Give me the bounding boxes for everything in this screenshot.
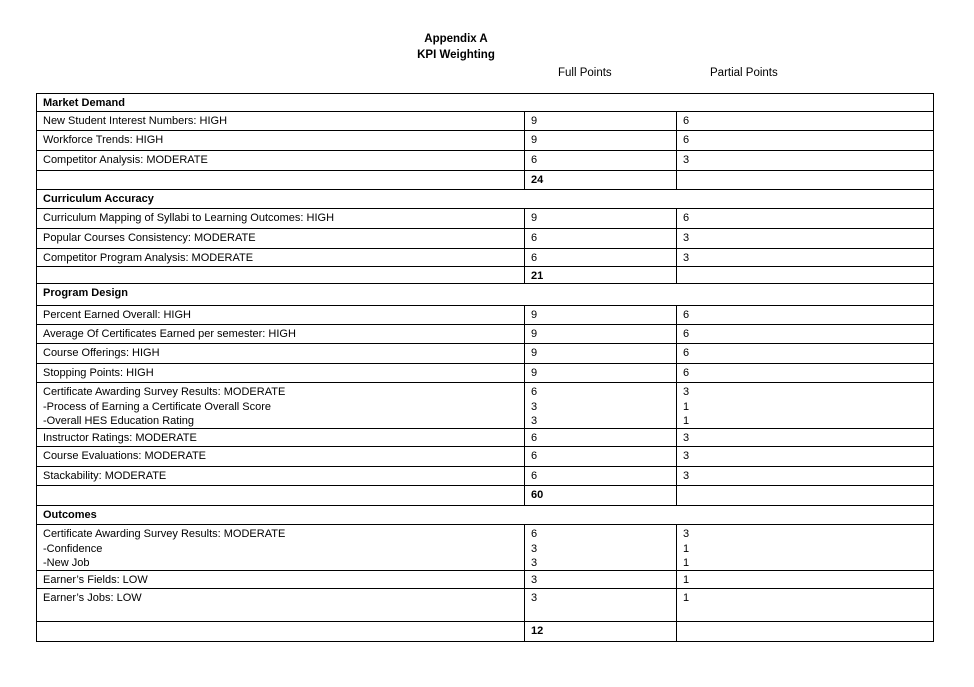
full-points-value: 6 3 3 bbox=[524, 524, 677, 572]
kpi-label: Popular Courses Consistency: MODERATE bbox=[36, 228, 525, 249]
full-points-value: 6 bbox=[524, 466, 677, 487]
partial-points-value: 3 bbox=[675, 446, 935, 468]
subtotal-row: 21 bbox=[36, 265, 935, 285]
table-row: Popular Courses Consistency: MODERATE 6 … bbox=[36, 228, 935, 249]
table-row: Earner’s Jobs: LOW 3 1 bbox=[36, 588, 935, 623]
kpi-label: Competitor Program Analysis: MODERATE bbox=[36, 248, 525, 267]
partial-points-value: 6 bbox=[675, 363, 935, 384]
empty-cell bbox=[36, 485, 525, 507]
table-row: Average Of Certificates Earned per semes… bbox=[36, 324, 935, 345]
partial-points-value: 6 bbox=[675, 324, 935, 345]
section-title: Market Demand bbox=[35, 93, 935, 112]
subtotal-value: 24 bbox=[524, 170, 677, 190]
kpi-label: Earner’s Jobs: LOW bbox=[36, 588, 525, 623]
section-title: Program Design bbox=[35, 283, 935, 307]
full-points-value: 6 bbox=[524, 446, 677, 468]
subtotal-value: 21 bbox=[524, 265, 677, 285]
kpi-weighting-table: Market Demand New Student Interest Numbe… bbox=[35, 93, 935, 643]
kpi-label: Instructor Ratings: MODERATE bbox=[36, 428, 525, 448]
partial-points-value: 6 bbox=[675, 208, 935, 229]
section-header-row: Market Demand bbox=[35, 93, 935, 112]
empty-cell bbox=[675, 485, 935, 507]
empty-cell bbox=[36, 170, 525, 190]
partial-points-value: 3 1 1 bbox=[675, 524, 935, 572]
full-points-value: 6 bbox=[524, 248, 677, 267]
kpi-label: Course Evaluations: MODERATE bbox=[36, 446, 525, 468]
table-row: Stackability: MODERATE 6 3 bbox=[36, 466, 935, 487]
table-row: New Student Interest Numbers: HIGH 9 6 bbox=[36, 111, 935, 131]
table-row: Stopping Points: HIGH 9 6 bbox=[36, 363, 935, 384]
table-row: Earner’s Fields: LOW 3 1 bbox=[36, 570, 935, 590]
full-points-value: 9 bbox=[524, 343, 677, 365]
partial-points-value: 6 bbox=[675, 130, 935, 151]
kpi-label: Average Of Certificates Earned per semes… bbox=[36, 324, 525, 345]
kpi-label: Course Offerings: HIGH bbox=[36, 343, 525, 365]
partial-points-value: 6 bbox=[675, 111, 935, 131]
partial-points-value: 3 1 1 bbox=[675, 382, 935, 430]
kpi-label: Percent Earned Overall: HIGH bbox=[36, 305, 525, 326]
kpi-label: Stackability: MODERATE bbox=[36, 466, 525, 487]
kpi-label: Certificate Awarding Survey Results: MOD… bbox=[36, 524, 525, 572]
table-row: Competitor Analysis: MODERATE 6 3 bbox=[36, 150, 935, 171]
table-row: Course Evaluations: MODERATE 6 3 bbox=[36, 446, 935, 468]
empty-cell bbox=[675, 170, 935, 190]
table-row-multiline: Certificate Awarding Survey Results: MOD… bbox=[36, 524, 935, 572]
kpi-label: Competitor Analysis: MODERATE bbox=[36, 150, 525, 171]
partial-points-value: 3 bbox=[675, 466, 935, 487]
section-title: Outcomes bbox=[35, 505, 935, 526]
column-header-full-points: Full Points bbox=[558, 67, 612, 79]
table-row: Competitor Program Analysis: MODERATE 6 … bbox=[36, 248, 935, 267]
full-points-value: 9 bbox=[524, 208, 677, 229]
full-points-value: 3 bbox=[524, 588, 677, 623]
full-points-value: 3 bbox=[524, 570, 677, 590]
empty-cell bbox=[36, 265, 525, 285]
section-header-row: Outcomes bbox=[35, 505, 935, 526]
subtotal-value: 60 bbox=[524, 485, 677, 507]
kpi-label: Earner’s Fields: LOW bbox=[36, 570, 525, 590]
partial-points-value: 6 bbox=[675, 343, 935, 365]
kpi-label: Certificate Awarding Survey Results: MOD… bbox=[36, 382, 525, 430]
empty-cell bbox=[675, 621, 935, 643]
empty-cell bbox=[36, 621, 525, 643]
partial-points-value: 6 bbox=[675, 305, 935, 326]
full-points-value: 9 bbox=[524, 363, 677, 384]
partial-points-value: 3 bbox=[675, 248, 935, 267]
table-row: Curriculum Mapping of Syllabi to Learnin… bbox=[36, 208, 935, 229]
partial-points-value: 1 bbox=[675, 588, 935, 623]
partial-points-value: 3 bbox=[675, 150, 935, 171]
kpi-label: Stopping Points: HIGH bbox=[36, 363, 525, 384]
table-row: Instructor Ratings: MODERATE 6 3 bbox=[36, 428, 935, 448]
partial-points-value: 3 bbox=[675, 428, 935, 448]
full-points-value: 9 bbox=[524, 305, 677, 326]
kpi-label: Workforce Trends: HIGH bbox=[36, 130, 525, 151]
subtotal-row: 60 bbox=[36, 485, 935, 507]
subtotal-value: 12 bbox=[524, 621, 677, 643]
page-title: Appendix A bbox=[424, 33, 488, 45]
section-title: Curriculum Accuracy bbox=[35, 189, 935, 209]
full-points-value: 6 bbox=[524, 150, 677, 171]
subtotal-row: 24 bbox=[36, 170, 935, 190]
column-header-partial-points: Partial Points bbox=[710, 67, 778, 79]
empty-cell bbox=[675, 265, 935, 285]
kpi-label: New Student Interest Numbers: HIGH bbox=[36, 111, 525, 131]
table-row-multiline: Certificate Awarding Survey Results: MOD… bbox=[36, 382, 935, 430]
partial-points-value: 3 bbox=[675, 228, 935, 249]
partial-points-value: 1 bbox=[675, 570, 935, 590]
kpi-label: Curriculum Mapping of Syllabi to Learnin… bbox=[36, 208, 525, 229]
full-points-value: 6 3 3 bbox=[524, 382, 677, 430]
full-points-value: 6 bbox=[524, 428, 677, 448]
subtotal-row: 12 bbox=[36, 621, 935, 643]
table-row: Course Offerings: HIGH 9 6 bbox=[36, 343, 935, 365]
full-points-value: 9 bbox=[524, 111, 677, 131]
table-row: Percent Earned Overall: HIGH 9 6 bbox=[36, 305, 935, 326]
full-points-value: 9 bbox=[524, 324, 677, 345]
full-points-value: 6 bbox=[524, 228, 677, 249]
section-header-row: Program Design bbox=[35, 283, 935, 307]
page-subtitle: KPI Weighting bbox=[417, 49, 495, 61]
table-row: Workforce Trends: HIGH 9 6 bbox=[36, 130, 935, 151]
full-points-value: 9 bbox=[524, 130, 677, 151]
section-header-row: Curriculum Accuracy bbox=[35, 189, 935, 209]
